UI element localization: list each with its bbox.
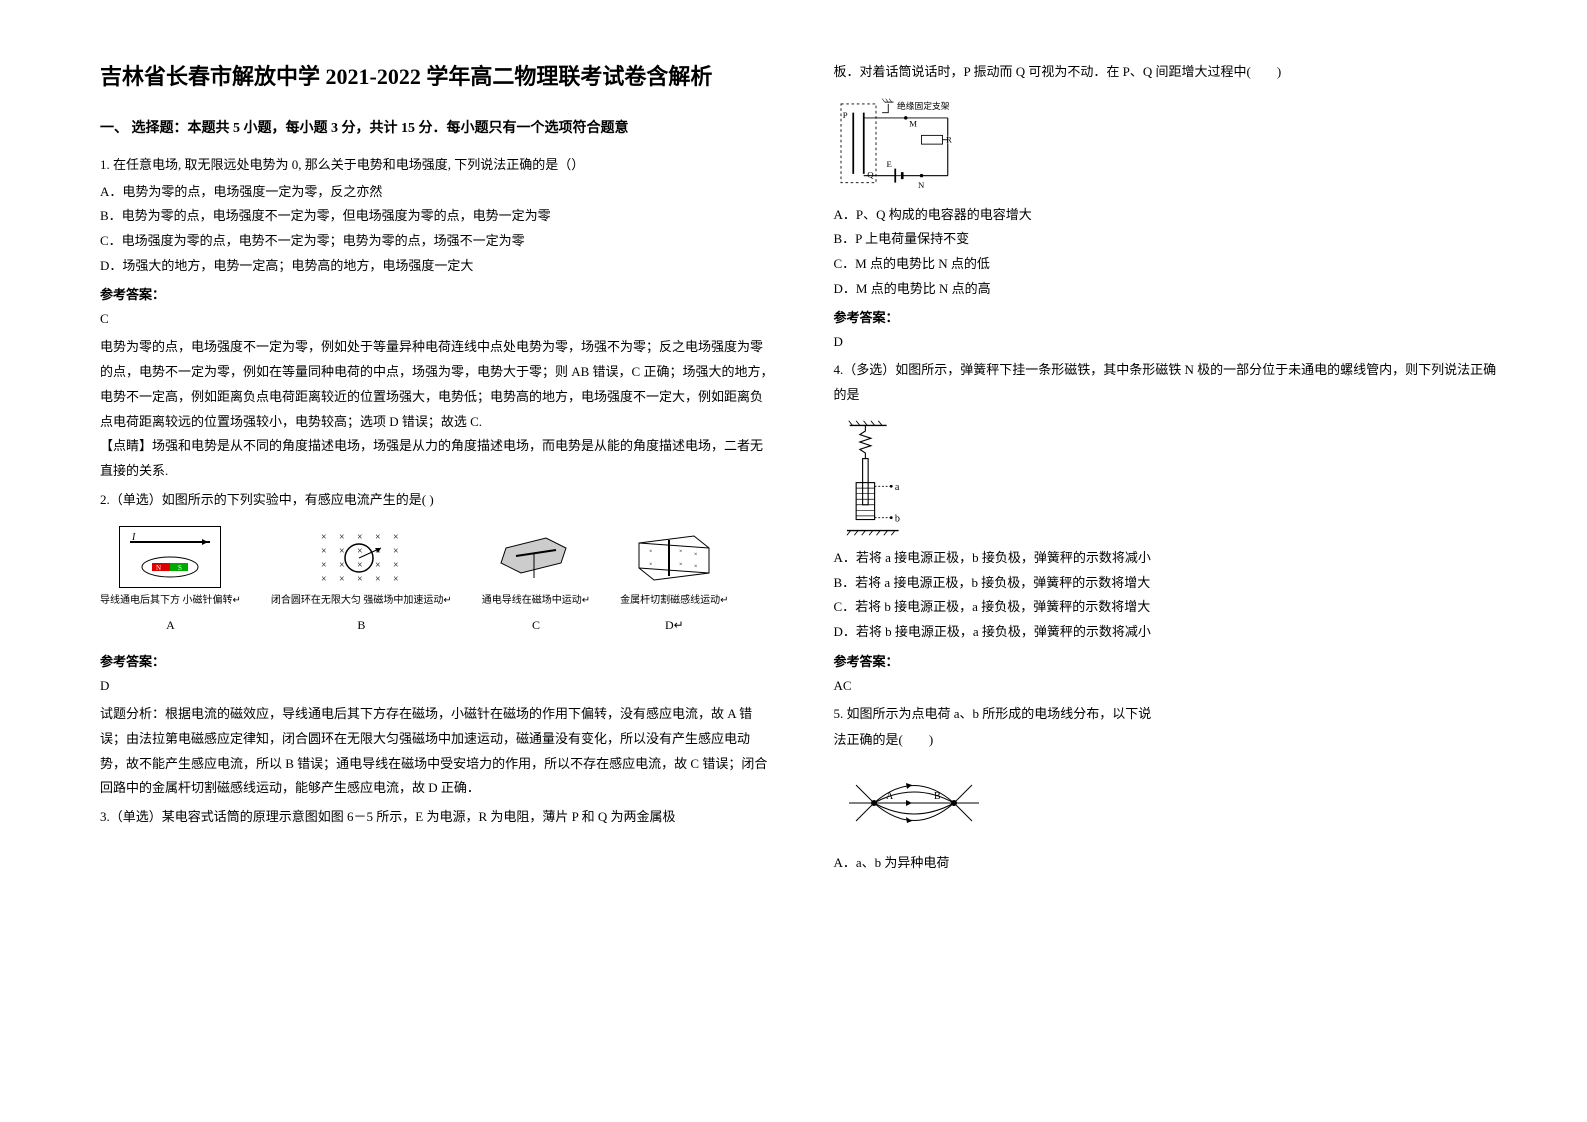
q5-option-a: A．a、b 为异种电荷	[834, 851, 1508, 876]
q3-option-c: C．M 点的电势比 N 点的低	[834, 252, 1508, 277]
q2-figure-c-letter: C	[532, 618, 540, 633]
right-column: 板．对着话筒说话时，P 振动而 Q 可视为不动．在 P、Q 间距增大过程中( )…	[834, 60, 1508, 1082]
svg-text:S: S	[178, 564, 182, 572]
svg-text:×: ×	[357, 546, 363, 557]
q2-answer: D	[100, 678, 774, 694]
q1-explanation-1: 电势为零的点，电场强度不一定为零，例如处于等量异种电荷连线中点处电势为零，场强不…	[100, 335, 774, 434]
q2-figure-a-caption: 导线通电后其下方 小磁针偏转↵	[100, 594, 241, 608]
q2-figure-a-letter: A	[166, 618, 175, 633]
q1-stem: 1. 在任意电场, 取无限远处电势为 0, 那么关于电势和电场强度, 下列说法正…	[100, 153, 774, 178]
svg-text:×: ×	[679, 549, 682, 555]
q4-spring-diagram: a b	[842, 418, 922, 538]
q3-label-n: N	[918, 180, 925, 190]
svg-text:×: ×	[357, 560, 363, 571]
svg-text:×: ×	[321, 560, 327, 571]
svg-text:×: ×	[375, 532, 381, 543]
q3-label-m: M	[909, 118, 917, 128]
svg-text:×: ×	[339, 560, 345, 571]
svg-text:×: ×	[393, 560, 399, 571]
left-column: 吉林省长春市解放中学 2021-2022 学年高二物理联考试卷含解析 一、 选择…	[100, 60, 774, 1082]
q1-answer-label: 参考答案：	[100, 284, 774, 303]
q4-answer-label: 参考答案：	[834, 651, 1508, 670]
q2-figure-c-img	[486, 528, 586, 588]
q3-answer: D	[834, 334, 1508, 350]
q2-figure-c-caption: 通电导线在磁场中运动↵	[482, 594, 590, 608]
svg-text:×: ×	[339, 546, 345, 557]
q3-label-e: E	[886, 159, 891, 169]
q4-option-b: B．若将 a 接电源正极，b 接负极，弹簧秤的示数将增大	[834, 571, 1508, 596]
q1-option-d: D．场强大的地方，电势一定高；电势高的地方，电场强度一定大	[100, 254, 774, 279]
q1-option-b: B．电势为零的点，电场强度不一定为零，但电场强度为零的点，电势一定为零	[100, 204, 774, 229]
svg-text:×: ×	[339, 574, 345, 585]
svg-text:×: ×	[321, 546, 327, 557]
svg-text:×: ×	[694, 564, 697, 570]
q2-figure-d-caption: 金属杆切割磁感线运动↵	[620, 594, 728, 608]
q3-label-support: 绝缘固定支架	[897, 100, 950, 111]
q4-option-a: A．若将 a 接电源正极，b 接负极，弹簧秤的示数将减小	[834, 546, 1508, 571]
q2-answer-label: 参考答案：	[100, 651, 774, 670]
q2-figure-d: × × × × × × 金属杆切割磁感线运动↵ D↵	[620, 528, 728, 633]
svg-text:×: ×	[393, 546, 399, 557]
q2-figure-b-img: ××××× ××××× ××××× ×××××	[311, 528, 411, 588]
exam-page: 吉林省长春市解放中学 2021-2022 学年高二物理联考试卷含解析 一、 选择…	[0, 0, 1587, 1122]
q3-label-q: Q	[867, 169, 874, 179]
svg-text:×: ×	[393, 532, 399, 543]
svg-text:×: ×	[649, 562, 652, 568]
q5-stem2: 法正确的是( )	[834, 728, 1508, 753]
q1-explanation-2: 【点睛】场强和电势是从不同的角度描述电场，场强是从力的角度描述电场，而电势是从能…	[100, 434, 774, 483]
svg-text:×: ×	[375, 560, 381, 571]
q2-stem: 2.（单选）如图所示的下列实验中，有感应电流产生的是( )	[100, 488, 774, 513]
q4-label-a: a	[894, 482, 899, 493]
q3-option-a: A．P、Q 构成的电容器的电容增大	[834, 203, 1508, 228]
svg-text:N: N	[156, 564, 161, 572]
q2-figure-c: 通电导线在磁场中运动↵ C	[482, 528, 590, 633]
q3-option-d: D．M 点的电势比 N 点的高	[834, 277, 1508, 302]
q2-explanation: 试题分析：根据电流的磁效应，导线通电后其下方存在磁场，小磁针在磁场的作用下偏转，…	[100, 702, 774, 801]
svg-text:×: ×	[321, 532, 327, 543]
svg-text:I: I	[131, 532, 136, 543]
svg-text:×: ×	[321, 574, 327, 585]
q4-stem: 4.（多选）如图所示，弹簧秤下挂一条形磁铁，其中条形磁铁 N 极的一部分位于未通…	[834, 358, 1508, 407]
q3-stem-part1: 3.（单选）某电容式话筒的原理示意图如图 6－5 所示，E 为电源，R 为电阻，…	[100, 805, 774, 830]
svg-text:×: ×	[393, 574, 399, 585]
q4-label-b: b	[894, 513, 899, 524]
section-1-header: 一、 选择题：本题共 5 小题，每小题 3 分，共计 15 分．每小题只有一个选…	[100, 117, 774, 137]
q4-option-d: D．若将 b 接电源正极，a 接负极，弹簧秤的示数将减小	[834, 620, 1508, 645]
svg-text:×: ×	[679, 562, 682, 568]
q4-option-c: C．若将 b 接电源正极，a 接负极，弹簧秤的示数将增大	[834, 595, 1508, 620]
q2-figure-a-img: I N S	[119, 526, 221, 588]
q2-figure-d-img: × × × × × ×	[624, 528, 724, 588]
svg-text:×: ×	[339, 532, 345, 543]
svg-text:×: ×	[357, 532, 363, 543]
exam-title: 吉林省长春市解放中学 2021-2022 学年高二物理联考试卷含解析	[100, 60, 774, 93]
q2-figure-d-letter: D↵	[665, 618, 684, 633]
q1-option-c: C．电场强度为零的点，电势不一定为零；电势为零的点，场强不一定为零	[100, 229, 774, 254]
q1-option-a: A．电势为零的点，电场强度一定为零，反之亦然	[100, 180, 774, 205]
q3-answer-label: 参考答案：	[834, 307, 1508, 326]
q2-figure-b-letter: B	[357, 618, 365, 633]
q5-field-diagram: A B	[834, 763, 994, 843]
svg-text:×: ×	[694, 552, 697, 558]
q2-figure-a: I N S 导线通电后其下方 小磁针偏转↵ A	[100, 526, 241, 633]
q3-label-p: P	[842, 110, 847, 120]
q4-answer: AC	[834, 678, 1508, 694]
q3-stem-part2: 板．对着话筒说话时，P 振动而 Q 可视为不动．在 P、Q 间距增大过程中( )	[834, 60, 1508, 85]
q3-circuit-diagram: P Q 绝缘固定支架 M R E	[834, 95, 974, 195]
q2-figure-row: I N S 导线通电后其下方 小磁针偏转↵ A ××××× ××××× ××××…	[100, 526, 774, 633]
svg-text:×: ×	[357, 574, 363, 585]
q5-stem: 5. 如图所示为点电荷 a、b 所形成的电场线分布，以下说	[834, 702, 1508, 727]
q3-option-b: B．P 上电荷量保持不变	[834, 227, 1508, 252]
svg-text:×: ×	[375, 574, 381, 585]
q2-figure-b: ××××× ××××× ××××× ××××× 闭合圆环在无限大匀 强磁场中加速…	[271, 528, 452, 633]
svg-text:×: ×	[649, 549, 652, 555]
q1-answer: C	[100, 311, 774, 327]
q2-figure-b-caption: 闭合圆环在无限大匀 强磁场中加速运动↵	[271, 594, 452, 608]
